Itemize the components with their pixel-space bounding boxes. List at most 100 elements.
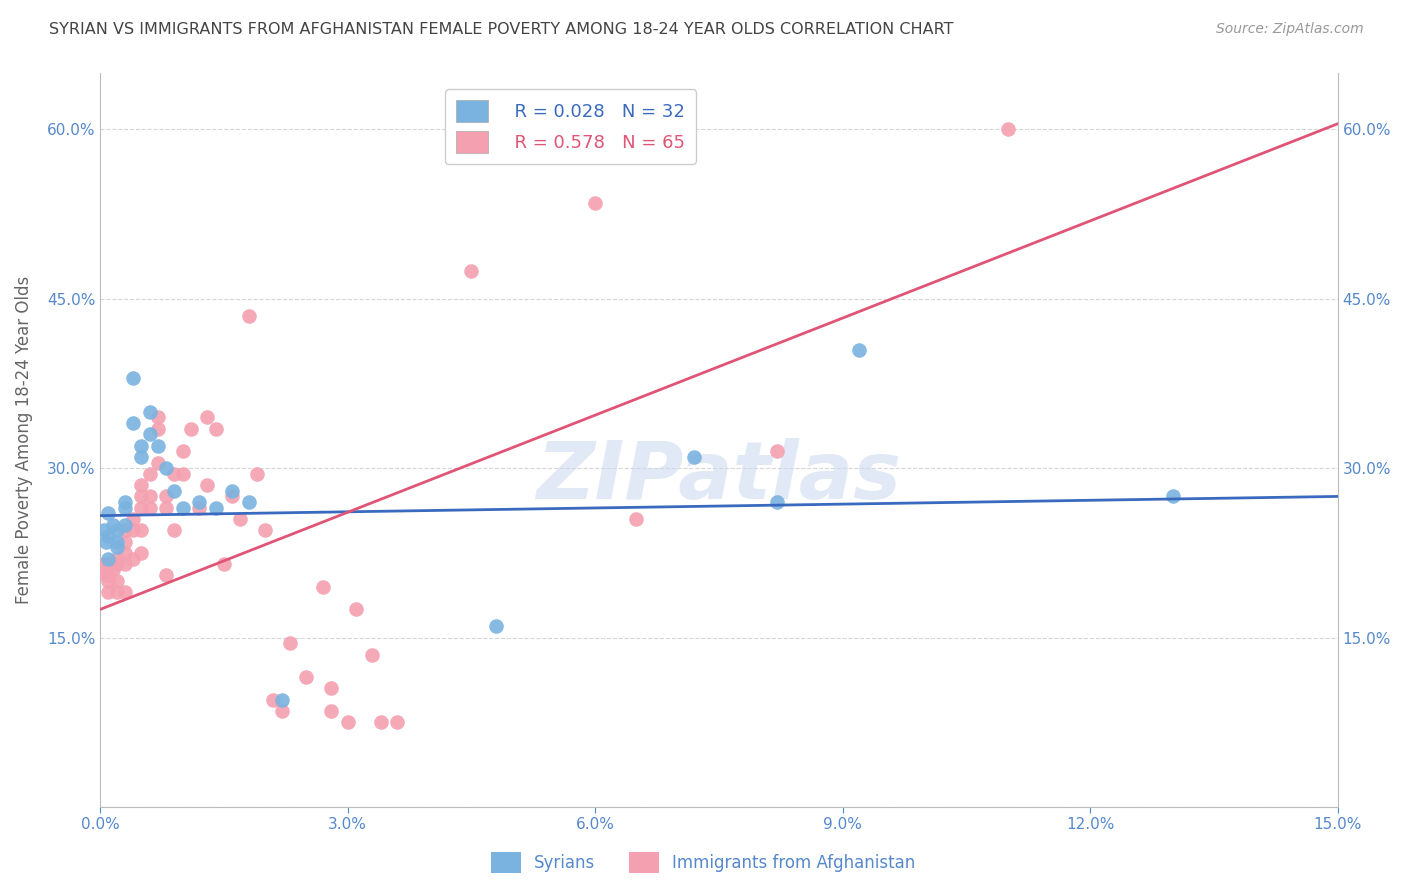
Point — [344, 602, 367, 616]
Y-axis label: Female Poverty Among 18-24 Year Olds: Female Poverty Among 18-24 Year Olds — [15, 276, 32, 604]
Point — [765, 495, 787, 509]
Point — [270, 704, 292, 718]
Text: ZIPatlas: ZIPatlas — [537, 438, 901, 516]
Point — [101, 517, 124, 532]
Point — [122, 416, 145, 430]
Point — [97, 574, 120, 588]
Point — [683, 450, 706, 464]
Point — [163, 483, 186, 498]
Point — [97, 585, 120, 599]
Point — [263, 692, 285, 706]
Point — [105, 524, 128, 538]
Point — [197, 478, 219, 492]
Point — [131, 439, 153, 453]
Point — [114, 500, 136, 515]
Point — [97, 558, 120, 572]
Point — [105, 558, 128, 572]
Point — [485, 619, 508, 633]
Point — [321, 681, 343, 696]
Point — [131, 500, 153, 515]
Point — [765, 444, 787, 458]
Point — [97, 568, 120, 582]
Point — [122, 524, 145, 538]
Point — [278, 636, 301, 650]
Point — [97, 507, 120, 521]
Point — [583, 195, 606, 210]
Legend: Syrians, Immigrants from Afghanistan: Syrians, Immigrants from Afghanistan — [484, 846, 922, 880]
Point — [114, 585, 136, 599]
Point — [97, 529, 120, 543]
Point — [295, 670, 318, 684]
Point — [139, 490, 162, 504]
Point — [97, 551, 120, 566]
Point — [163, 467, 186, 481]
Point — [246, 467, 269, 481]
Point — [114, 524, 136, 538]
Point — [105, 534, 128, 549]
Point — [131, 450, 153, 464]
Point — [361, 648, 384, 662]
Point — [139, 427, 162, 442]
Point — [122, 512, 145, 526]
Point — [122, 551, 145, 566]
Point — [114, 546, 136, 560]
Point — [188, 495, 211, 509]
Point — [221, 490, 243, 504]
Point — [131, 524, 153, 538]
Point — [270, 692, 292, 706]
Point — [460, 263, 482, 277]
Point — [163, 524, 186, 538]
Point — [238, 309, 260, 323]
Point — [93, 558, 115, 572]
Point — [1161, 490, 1184, 504]
Point — [146, 422, 169, 436]
Point — [101, 563, 124, 577]
Point — [131, 490, 153, 504]
Point — [155, 490, 177, 504]
Point — [254, 524, 277, 538]
Point — [172, 500, 194, 515]
Point — [229, 512, 252, 526]
Point — [188, 500, 211, 515]
Point — [197, 410, 219, 425]
Point — [321, 704, 343, 718]
Point — [172, 467, 194, 481]
Point — [626, 512, 648, 526]
Point — [105, 574, 128, 588]
Legend:   R = 0.028   N = 32,   R = 0.578   N = 65: R = 0.028 N = 32, R = 0.578 N = 65 — [446, 89, 696, 164]
Point — [212, 558, 235, 572]
Point — [146, 410, 169, 425]
Point — [114, 517, 136, 532]
Point — [105, 541, 128, 555]
Point — [105, 585, 128, 599]
Point — [94, 568, 117, 582]
Point — [336, 715, 359, 730]
Point — [139, 467, 162, 481]
Point — [312, 580, 335, 594]
Point — [105, 551, 128, 566]
Point — [204, 422, 226, 436]
Point — [114, 534, 136, 549]
Point — [997, 122, 1019, 136]
Point — [204, 500, 226, 515]
Point — [146, 439, 169, 453]
Point — [172, 444, 194, 458]
Point — [180, 422, 202, 436]
Point — [370, 715, 392, 730]
Point — [146, 456, 169, 470]
Point — [139, 500, 162, 515]
Point — [131, 546, 153, 560]
Point — [94, 534, 117, 549]
Point — [387, 715, 409, 730]
Point — [848, 343, 870, 357]
Point — [155, 500, 177, 515]
Point — [114, 558, 136, 572]
Text: Source: ZipAtlas.com: Source: ZipAtlas.com — [1216, 22, 1364, 37]
Point — [93, 524, 115, 538]
Point — [155, 461, 177, 475]
Point — [238, 495, 260, 509]
Point — [122, 371, 145, 385]
Text: SYRIAN VS IMMIGRANTS FROM AFGHANISTAN FEMALE POVERTY AMONG 18-24 YEAR OLDS CORRE: SYRIAN VS IMMIGRANTS FROM AFGHANISTAN FE… — [49, 22, 953, 37]
Point — [155, 568, 177, 582]
Point — [114, 495, 136, 509]
